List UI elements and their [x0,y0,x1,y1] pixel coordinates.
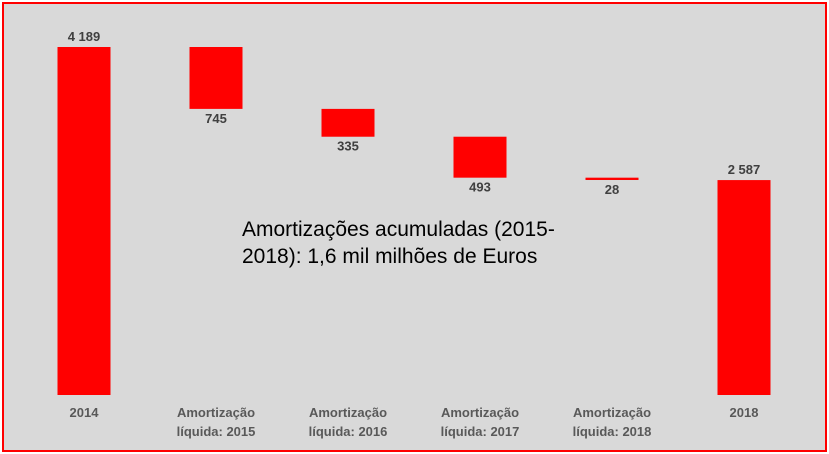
category-label-2-line-1: líquida: 2016 [309,424,388,439]
bar-2 [321,108,375,137]
value-label-5: 2 587 [728,162,761,177]
category-label-3: Amortização líquida: 2017 [441,405,520,439]
value-label-2: 335 [337,139,359,154]
bar-4 [585,177,639,181]
category-label-3-line-1: líquida: 2017 [441,424,520,439]
category-labels-layer: 2014 Amortização líquida: 2015 Amortização l… [70,405,759,439]
category-label-1: Amortização líquida: 2015 [177,405,256,439]
category-label-3-line-0: Amortização [441,405,519,420]
bar-3 [453,136,507,178]
category-label-5: 2018 [730,405,759,420]
category-label-4-line-0: Amortização [573,405,651,420]
annotation-line-1: Amortizações acumuladas (2015- [242,218,555,241]
category-label-2-line-0: Amortização [309,405,387,420]
bars-layer [57,47,771,395]
chart-annotation: Amortizações acumuladas (2015- 2018): 1,… [242,218,561,268]
value-label-0: 4 189 [68,29,101,44]
category-label-2: Amortização líquida: 2016 [309,405,388,439]
value-label-1: 745 [205,111,227,126]
annotation-line-2: 2018): 1,6 mil milhões de Euros [242,245,537,268]
category-label-0-line-0: 2014 [70,405,100,420]
value-labels-layer: 4 189 745 335 493 28 2 587 [68,29,761,197]
value-label-3: 493 [469,180,491,195]
category-label-4-line-1: líquida: 2018 [573,424,652,439]
category-label-5-line-0: 2018 [730,405,759,420]
bar-5 [717,180,771,395]
value-label-4: 28 [605,182,619,197]
category-label-1-line-1: líquida: 2015 [177,424,256,439]
bar-0 [57,47,111,395]
bar-1 [189,47,243,109]
category-label-4: Amortização líquida: 2018 [573,405,652,439]
category-label-0: 2014 [70,405,100,420]
category-label-1-line-0: Amortização [177,405,255,420]
